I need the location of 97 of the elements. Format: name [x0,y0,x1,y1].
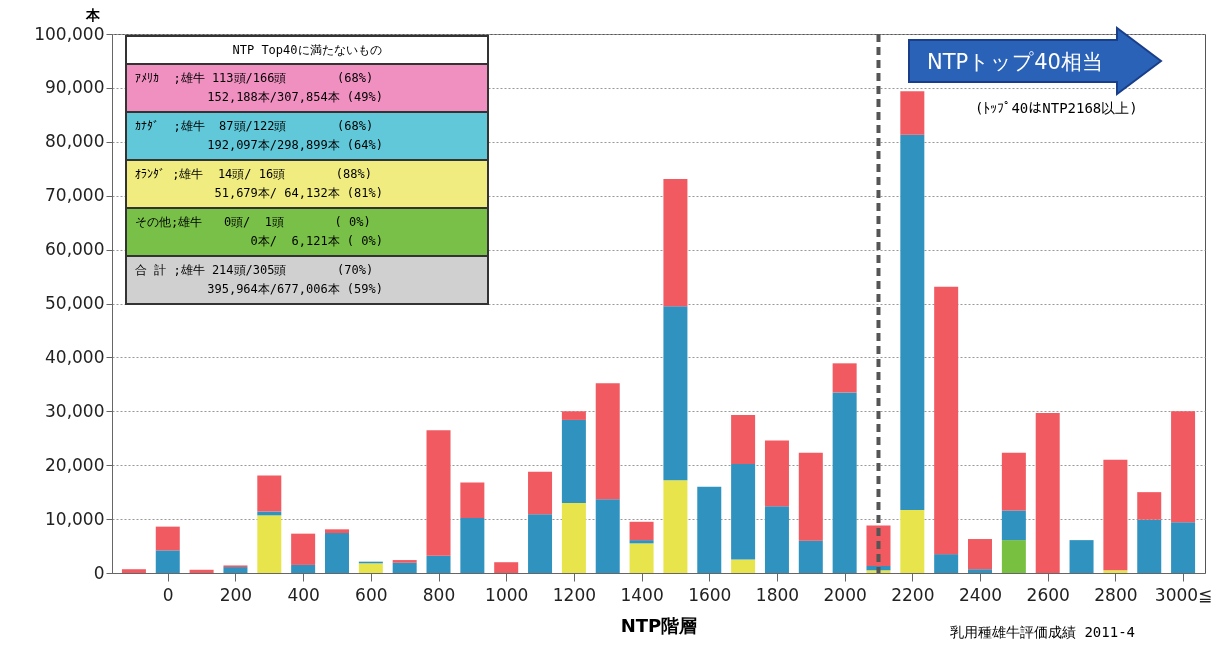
bar [291,564,316,573]
table-row: ｱﾒﾘｶ ;雄牛 113頭/166頭 (68%) 152,188本/307,854本 (49%) [127,63,487,111]
x-tick-label: 1400 [620,584,664,605]
y-tick-label: 10,000 [45,508,105,529]
y-tick-label: 20,000 [45,454,105,475]
bar [121,569,146,573]
y-tick-label: 40,000 [45,346,105,367]
y-tick-label: 100,000 [34,23,105,44]
bar [392,562,417,573]
bar [798,540,823,573]
x-tick-label: 800 [422,584,456,605]
x-tick-label: 1600 [688,584,732,605]
table-row: ｶﾅﾀﾞ ;雄牛 87頭/122頭 (68%) 192,097本/298,899本 (64%) [127,111,487,159]
x-tick-label: 1000 [485,584,529,605]
x-tick-label: 1200 [552,584,597,605]
bar [798,452,823,541]
bar [1001,510,1026,541]
bar [764,440,789,507]
bar [324,533,349,573]
bar [561,419,586,503]
bar [1001,452,1026,511]
y-tick-label: 50,000 [45,293,105,313]
bar [324,529,349,534]
bar [155,550,180,573]
bar [629,521,654,541]
bar [934,286,959,555]
bar [528,514,553,573]
x-tick-label: 2000 [823,584,867,605]
bar [731,559,756,573]
bar [663,480,688,573]
bar [595,383,620,500]
y-tick-label: 60,000 [45,239,105,260]
y-tick-label: 70,000 [45,185,105,206]
bar [731,464,756,560]
text: 乳用種雄牛評価成績 2011-4 [950,624,1136,642]
bar [426,430,451,556]
bar [426,555,451,573]
x-tick-label: 200 [219,584,253,605]
bar [900,91,925,135]
x-tick-label: 2600 [1026,584,1070,605]
bar [1001,540,1026,573]
x-tick-label: 2800 [1094,584,1138,605]
bar [257,515,282,573]
x-tick-label: 0 [162,584,174,605]
x-tick-label: 2200 [891,584,935,605]
bar [155,526,180,551]
annotation: (ﾄｯﾌﾟ40はNTP2168以上) [975,100,1138,118]
table-row: その他;雄牛 0頭/ 1頭 ( 0%) 0本/ 6,121本 ( 0%) [127,207,487,255]
y-axis-title: 本 [84,6,101,23]
bar [358,563,383,573]
bar [460,482,485,519]
bar [1137,519,1162,573]
bar [1035,412,1060,573]
bar [1103,570,1128,573]
x-axis-title: NTP階層 [620,614,698,636]
x-tick-label: 3000≦ [1154,584,1213,605]
bar [1171,411,1196,523]
bar [1137,492,1162,520]
bar [629,543,654,573]
bar [764,506,789,573]
bar [460,518,485,573]
bar [968,569,993,573]
bar [832,392,857,573]
bar [900,134,925,510]
bar [832,363,857,393]
bar [629,540,654,544]
bar [934,554,959,573]
x-tick-label: 2400 [958,584,1003,605]
bar [291,533,316,565]
bar [1069,540,1094,573]
y-tick-label: 80,000 [45,131,105,152]
table-row: 合 計 ;雄牛 214頭/305頭 (70%) 395,964本/677,006本 (59%) [127,255,487,303]
bar [494,562,519,573]
table-row: ｵﾗﾝﾀﾞ ;雄牛 14頭/ 16頭 (88%) 51,679本/ 64,132本 (81%) [127,159,487,207]
bar [561,411,586,420]
bar [968,539,993,570]
y-tick-label: 0 [93,562,105,583]
bar [697,486,722,573]
bar [257,475,282,512]
y-tick-label: 90,000 [45,77,105,98]
y-tick-label: 30,000 [45,400,105,421]
bar [1103,459,1128,571]
bar [1171,522,1196,573]
x-tick-label: 600 [355,584,388,605]
bar [595,499,620,573]
bar [663,178,688,307]
bar [900,509,925,573]
bar [731,415,756,465]
bar [189,569,214,573]
bar [528,471,553,515]
x-tick-label: 400 [287,584,320,605]
annotation: NTPトップ40相当 [927,50,1103,74]
bar [392,560,417,563]
bar [663,306,688,481]
bar [223,567,248,573]
bar [561,502,586,573]
x-tick-label: 1800 [755,584,800,605]
